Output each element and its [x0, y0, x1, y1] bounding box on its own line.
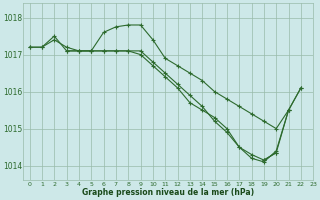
X-axis label: Graphe pression niveau de la mer (hPa): Graphe pression niveau de la mer (hPa) [82, 188, 254, 197]
